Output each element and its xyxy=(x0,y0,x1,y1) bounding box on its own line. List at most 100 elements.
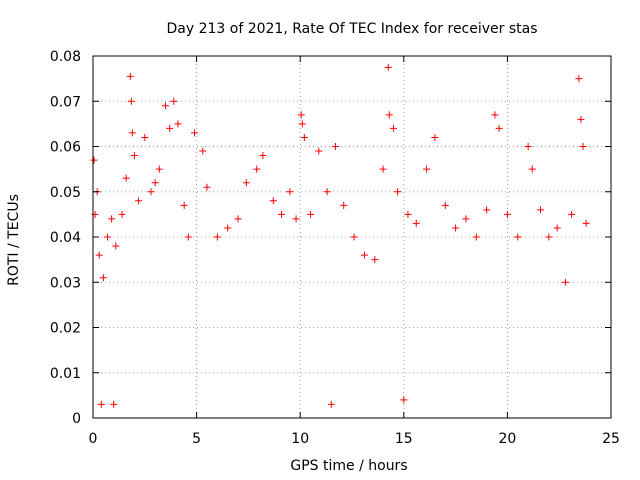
data-point xyxy=(174,120,182,128)
data-point xyxy=(180,201,188,209)
data-point xyxy=(300,133,308,141)
data-point xyxy=(423,165,431,173)
data-point xyxy=(253,165,261,173)
y-axis-label: ROTI / TECUs xyxy=(6,194,22,286)
data-point xyxy=(472,233,480,241)
data-point xyxy=(97,400,105,408)
data-point xyxy=(95,251,103,259)
data-point xyxy=(199,147,207,155)
y-tick-label: 0 xyxy=(72,411,81,427)
data-point xyxy=(147,188,155,196)
data-point xyxy=(128,129,136,137)
data-point xyxy=(122,174,130,182)
data-point xyxy=(155,165,163,173)
data-point xyxy=(524,143,532,150)
data-point xyxy=(384,63,392,71)
axis-ticks: 0 5 10 15 20 25 0 0.01 0.02 0.03 0.04 0.05 0.06 0.07 0… xyxy=(50,49,620,447)
data-point xyxy=(360,251,368,259)
data-point xyxy=(298,120,306,128)
data-point xyxy=(483,206,491,214)
y-tick-label: 0.08 xyxy=(50,49,81,65)
data-point xyxy=(112,242,120,250)
data-point xyxy=(340,201,348,209)
y-tick-label: 0.07 xyxy=(50,94,81,110)
data-point xyxy=(315,147,323,155)
data-point xyxy=(184,233,192,241)
data-point xyxy=(162,102,170,110)
data-point xyxy=(323,188,331,196)
data-point xyxy=(394,188,402,196)
chart-title: Day 213 of 2021, Rate Of TEC Index for r… xyxy=(166,21,537,37)
y-tick-label: 0.04 xyxy=(50,230,81,246)
data-point xyxy=(307,210,315,218)
data-point xyxy=(118,210,126,218)
data-point xyxy=(495,124,503,132)
data-point xyxy=(327,400,335,408)
x-tick-label: 0 xyxy=(89,431,98,447)
data-point xyxy=(130,152,138,160)
data-point xyxy=(166,124,174,132)
data-point xyxy=(108,215,116,223)
data-point xyxy=(412,219,420,227)
data-point xyxy=(389,124,397,132)
data-point xyxy=(431,133,439,141)
x-tick-label: 20 xyxy=(498,431,516,447)
data-point xyxy=(259,152,267,160)
data-point xyxy=(561,278,569,286)
data-point xyxy=(568,210,576,218)
data-point xyxy=(577,115,585,123)
x-tick-label: 25 xyxy=(602,431,620,447)
data-point xyxy=(141,133,149,141)
data-point xyxy=(400,396,408,404)
data-point xyxy=(127,97,135,105)
data-point xyxy=(242,179,250,187)
data-point xyxy=(170,97,178,105)
y-tick-label: 0.03 xyxy=(50,275,81,291)
data-point xyxy=(234,215,242,223)
data-point xyxy=(278,210,286,218)
data-point xyxy=(213,233,221,241)
data-point xyxy=(514,233,522,241)
grid xyxy=(93,56,611,418)
data-point xyxy=(292,215,300,223)
data-point xyxy=(528,165,536,173)
data-point xyxy=(297,111,305,119)
data-point xyxy=(452,224,460,232)
data-point xyxy=(582,219,590,227)
data-point xyxy=(99,274,107,282)
data-point xyxy=(90,156,98,164)
data-point xyxy=(404,210,412,218)
data-point xyxy=(441,201,449,209)
data-point xyxy=(545,233,553,241)
x-tick-label: 5 xyxy=(192,431,201,447)
data-point xyxy=(379,165,387,173)
x-tick-label: 15 xyxy=(395,431,413,447)
data-point xyxy=(286,188,294,196)
data-point xyxy=(135,197,143,205)
x-tick-label: 10 xyxy=(291,431,309,447)
y-tick-label: 0.05 xyxy=(50,185,81,201)
scatter-points xyxy=(90,63,590,408)
data-point xyxy=(462,215,470,223)
y-tick-label: 0.02 xyxy=(50,321,81,337)
data-point xyxy=(110,400,118,408)
data-point xyxy=(104,233,112,241)
data-point xyxy=(553,224,561,232)
y-tick-label: 0.06 xyxy=(50,140,81,156)
data-point xyxy=(537,206,545,214)
data-point xyxy=(503,210,511,218)
data-point xyxy=(350,233,358,241)
data-point xyxy=(371,256,379,264)
data-point xyxy=(331,143,339,150)
data-point xyxy=(126,72,134,80)
y-tick-label: 0.01 xyxy=(50,366,81,382)
data-point xyxy=(191,129,199,137)
data-point xyxy=(491,111,499,119)
data-point xyxy=(579,143,587,150)
data-point xyxy=(269,197,277,205)
data-point xyxy=(224,224,232,232)
x-axis-label: GPS time / hours xyxy=(290,458,407,474)
data-point xyxy=(575,75,583,83)
data-point xyxy=(203,183,211,191)
